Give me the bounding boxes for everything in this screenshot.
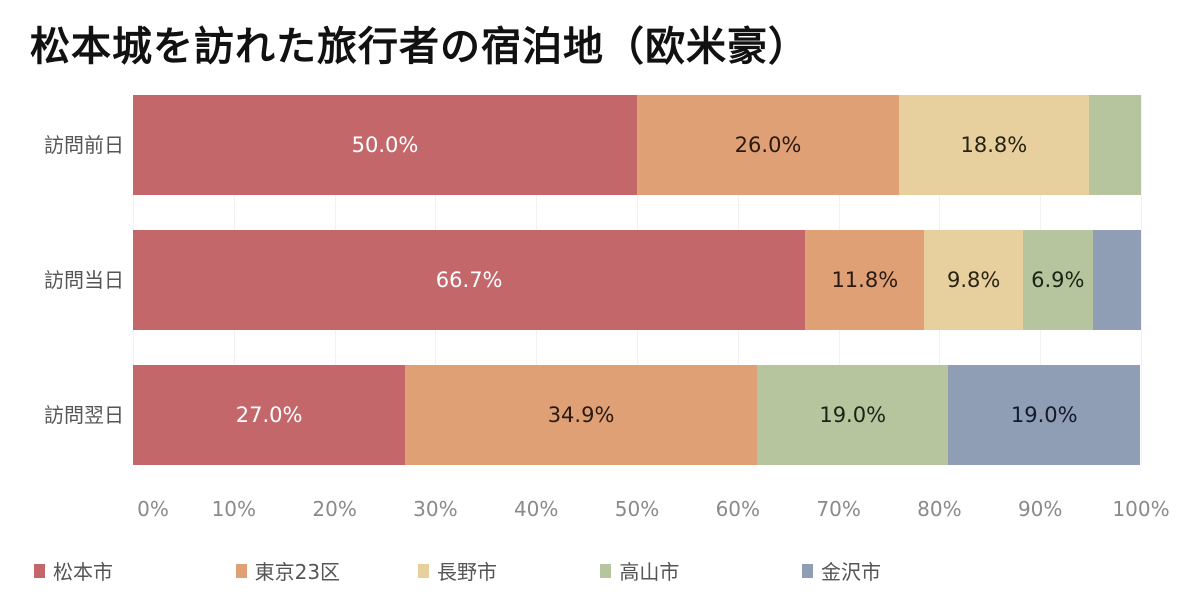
- legend-item[interactable]: 高山市: [600, 556, 679, 585]
- legend-label: 松本市: [53, 560, 113, 584]
- data-label: 34.9%: [547, 403, 615, 427]
- category-label: 訪問前日: [44, 133, 124, 157]
- x-tick-label: 10%: [211, 497, 257, 521]
- x-tick-label: 100%: [1112, 497, 1170, 521]
- category-label: 訪問翌日: [44, 403, 124, 427]
- legend-item[interactable]: 松本市: [34, 556, 113, 585]
- bar-segment[interactable]: [1092, 230, 1141, 330]
- bar-segment[interactable]: 6.9%: [1023, 230, 1093, 330]
- legend-label: 東京23区: [254, 560, 341, 584]
- legend-label: 高山市: [619, 560, 680, 584]
- data-label: 9.8%: [946, 268, 1001, 292]
- legend-item[interactable]: 金沢市: [802, 556, 881, 585]
- data-label: 11.8%: [831, 268, 899, 292]
- data-label: 19.0%: [819, 403, 887, 427]
- bar-row: 50.0% 26.0% 18.8%: [133, 95, 1141, 195]
- x-tick-label: 70%: [816, 497, 861, 521]
- bar-segment[interactable]: [1088, 95, 1141, 195]
- bar-segment[interactable]: 66.7%: [133, 230, 806, 330]
- legend-swatch-icon: [235, 563, 247, 578]
- x-tick-label: 30%: [413, 497, 458, 521]
- category-label: 訪問当日: [44, 268, 124, 292]
- chart-title: 松本城を訪れた旅行者の宿泊地（欧米豪）: [30, 24, 809, 70]
- x-tick-label: 0%: [137, 497, 169, 521]
- bar-segment[interactable]: 26.0%: [637, 95, 900, 195]
- x-tick-label: 50%: [614, 497, 660, 521]
- bar-segment[interactable]: 27.0%: [133, 365, 406, 465]
- data-label: 50.0%: [351, 133, 419, 157]
- bar-row: 66.7% 11.8% 9.8% 6.9%: [133, 230, 1141, 330]
- x-tick-label: 90%: [1017, 497, 1063, 521]
- data-label: 66.7%: [435, 268, 503, 292]
- data-label: 6.9%: [1031, 268, 1085, 292]
- bar-segment[interactable]: 19.0%: [756, 365, 949, 465]
- gridline: [1141, 95, 1142, 465]
- data-label: 26.0%: [734, 133, 802, 157]
- data-label: 19.0%: [1010, 403, 1078, 427]
- legend-swatch-icon: [600, 563, 612, 578]
- x-tick-label: 80%: [917, 497, 962, 521]
- legend-swatch-icon: [34, 563, 45, 578]
- bar-segment[interactable]: 19.0%: [948, 365, 1140, 465]
- legend-label: 金沢市: [821, 560, 881, 584]
- bar-segment[interactable]: 18.8%: [899, 95, 1089, 195]
- bar-segment[interactable]: 34.9%: [405, 365, 757, 465]
- bar-segment[interactable]: 9.8%: [924, 230, 1024, 330]
- bar-row: 27.0% 34.9% 19.0% 19.0%: [133, 365, 1141, 465]
- bar-segment[interactable]: 50.0%: [133, 95, 637, 195]
- x-axis: 0% 10% 20% 30% 40% 50% 60% 70% 80% 90% 100%: [133, 497, 1169, 527]
- legend-item[interactable]: 東京23区: [235, 556, 341, 585]
- data-label: 27.0%: [235, 403, 303, 427]
- legend-item[interactable]: 長野市: [418, 556, 497, 585]
- x-tick-label: 60%: [715, 497, 761, 521]
- legend-swatch-icon: [418, 563, 429, 578]
- bar-segment[interactable]: 11.8%: [805, 230, 925, 330]
- x-tick-label: 20%: [312, 497, 357, 521]
- legend-label: 長野市: [437, 560, 497, 584]
- legend-swatch-icon: [802, 563, 813, 578]
- x-tick-label: 40%: [513, 497, 559, 521]
- data-label: 18.8%: [960, 133, 1028, 157]
- plot-area: 50.0% 26.0% 18.8% 66.7% 11.8% 9.8% 6.9% 27.0% 34…: [133, 95, 1142, 465]
